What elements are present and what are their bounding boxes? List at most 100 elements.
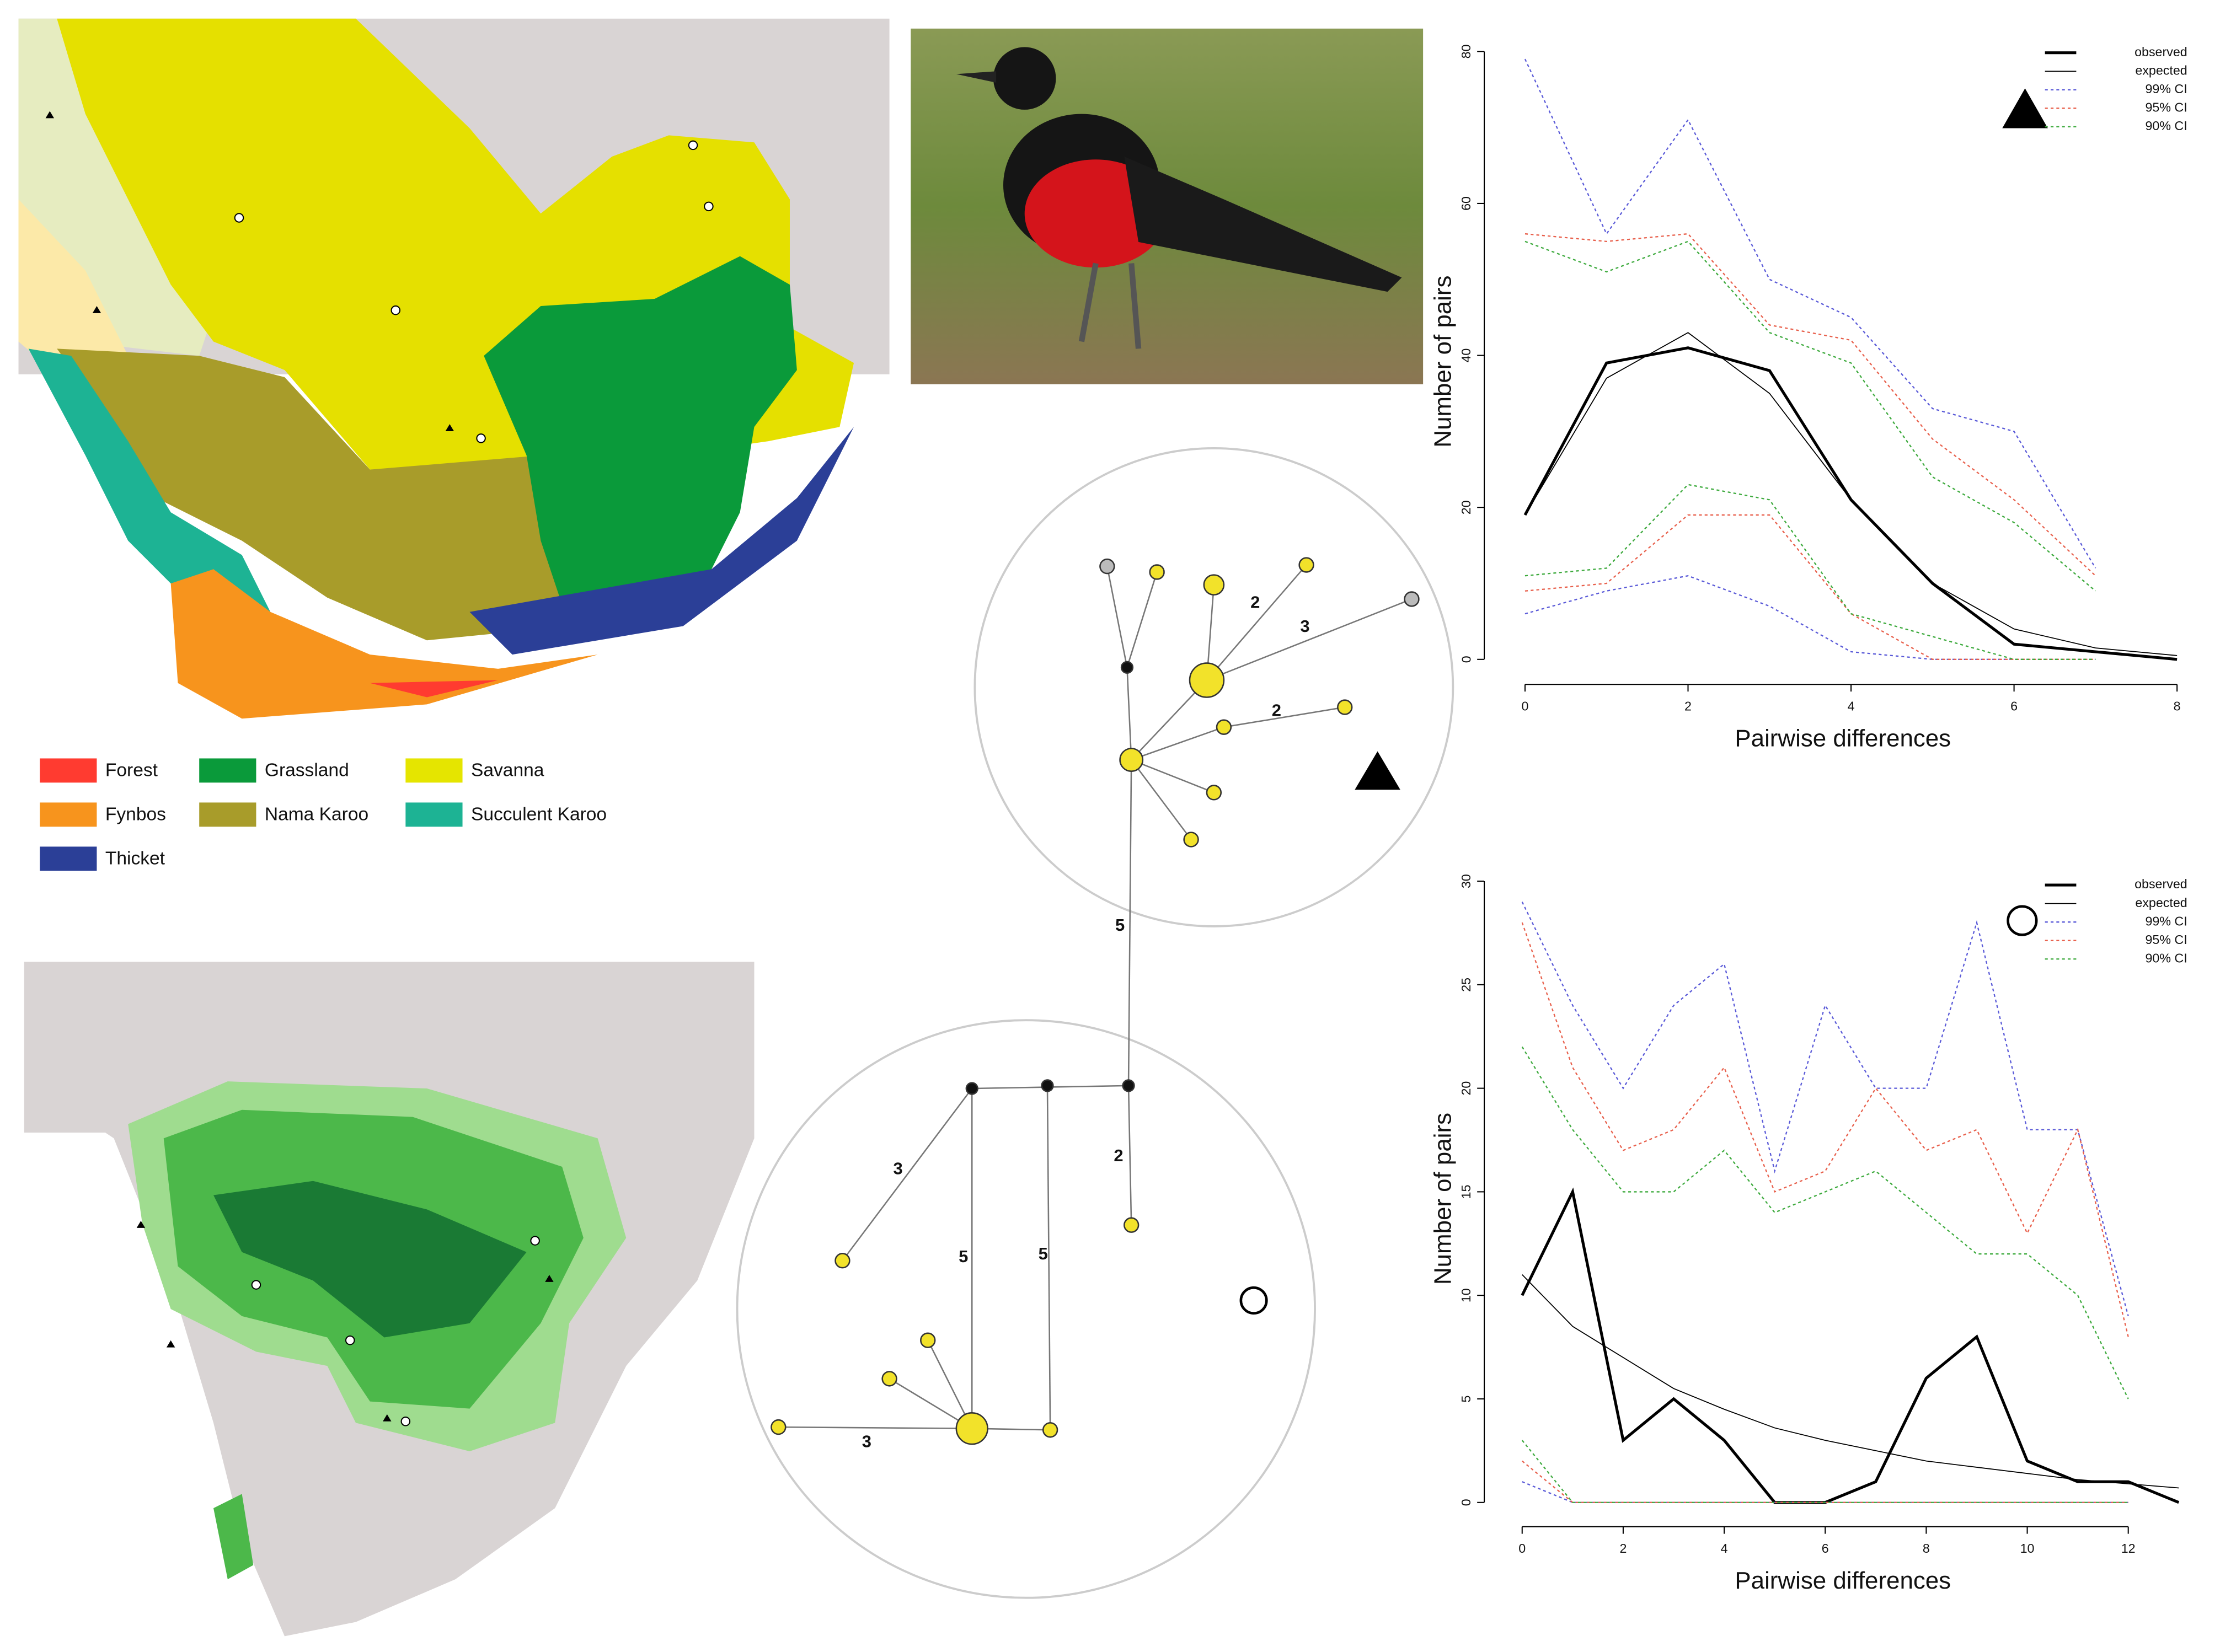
legend-label: 90% CI (2146, 951, 2187, 965)
network-nodes (771, 557, 1420, 1445)
node (1099, 558, 1115, 575)
x-axis-label: Pairwise differences (1735, 725, 1951, 752)
legend-label: observed (2135, 877, 2187, 891)
edge (1106, 566, 1128, 668)
node (881, 1371, 897, 1387)
node (1189, 662, 1225, 698)
edge (1206, 598, 1412, 681)
legend-label: 95% CI (2146, 932, 2187, 947)
sample-site (251, 1236, 540, 1426)
series-line (1524, 240, 2096, 592)
node (1183, 832, 1199, 848)
legend-label: Forest (105, 760, 158, 781)
edge (1131, 759, 1192, 840)
y-tick-label: 20 (1459, 500, 1473, 514)
y-tick-label: 40 (1459, 348, 1473, 363)
legend-label: 99% CI (2146, 914, 2187, 928)
series-line (1521, 922, 2129, 1337)
edge (1206, 564, 1307, 681)
node (1404, 591, 1420, 607)
series-line (1523, 346, 2178, 661)
legend-label: Grassland (265, 760, 349, 781)
y-tick-label: 10 (1459, 1288, 1473, 1302)
legend-swatch (405, 758, 463, 783)
legend-label: Savanna (471, 760, 544, 781)
node (834, 1253, 850, 1269)
series-line (1522, 1481, 2128, 1503)
node (771, 1419, 787, 1435)
edge (1131, 679, 1207, 760)
node (1124, 1217, 1140, 1233)
edge (1131, 759, 1215, 793)
series-line (1521, 902, 2129, 1317)
edge-label: 5 (1115, 915, 1125, 935)
series-line (1524, 514, 2096, 660)
group-symbol (1239, 1286, 1268, 1315)
series-line (1521, 1187, 2180, 1504)
bird-head (993, 47, 1056, 110)
y-tick-label: 25 (1459, 978, 1473, 992)
series-line (1524, 233, 2096, 577)
legend-label: Nama Karoo (265, 804, 368, 825)
legend-label: Thicket (105, 848, 165, 868)
y-tick-label: 15 (1459, 1184, 1473, 1199)
edge (1127, 1085, 1132, 1225)
edge-label: 2 (1272, 700, 1281, 720)
x-tick-label: 4 (1721, 1541, 1728, 1556)
biome-map (18, 18, 890, 719)
edge (1223, 706, 1345, 728)
y-tick-label: 20 (1459, 1081, 1473, 1096)
series-line (1524, 484, 2096, 660)
region (370, 680, 499, 698)
bird-legs (1078, 262, 1142, 349)
x-tick-label: 6 (2010, 699, 2018, 714)
legend-label: Succulent Karoo (471, 804, 607, 825)
x-tick-label: 2 (1619, 1541, 1627, 1556)
habitat (213, 1494, 254, 1580)
edge (1126, 667, 1132, 760)
node (1337, 699, 1353, 715)
node (1041, 1079, 1054, 1092)
bird-beak (956, 71, 997, 83)
edge (842, 1088, 973, 1262)
legend-label: 99% CI (2146, 82, 2187, 96)
node (1119, 748, 1144, 772)
legend-label: observed (2135, 45, 2187, 59)
region (57, 348, 570, 641)
edge (1127, 760, 1132, 1086)
y-axis-label: Number of pairs (1429, 276, 1456, 448)
x-tick-label: 12 (2121, 1541, 2136, 1556)
edge (1131, 726, 1224, 761)
legend-swatch (199, 802, 256, 827)
bird-photo (911, 28, 1424, 384)
region (28, 348, 271, 626)
region (18, 199, 143, 399)
habitat-map (24, 962, 755, 1637)
sample-site (234, 140, 714, 443)
x-tick-label: 6 (1822, 1541, 1829, 1556)
edge-label: 3 (862, 1432, 871, 1451)
node (1298, 557, 1314, 573)
x-tick-label: 0 (1518, 1541, 1526, 1556)
legend-swatch (40, 846, 97, 871)
node (1203, 574, 1225, 596)
group-symbol (2007, 905, 2038, 936)
legend-label: expected (2135, 895, 2187, 910)
edge (1046, 1085, 1051, 1430)
network-edges (778, 564, 1412, 1431)
network-group (973, 447, 1454, 927)
edge (1126, 572, 1158, 668)
y-tick-label: 80 (1459, 44, 1473, 58)
legend-swatch (40, 802, 97, 827)
node (920, 1332, 936, 1348)
edge-label: 2 (1250, 592, 1260, 612)
bird-tail (1124, 157, 1402, 292)
series-line (1522, 1460, 2128, 1503)
x-tick-label: 10 (2020, 1541, 2035, 1556)
x-tick-label: 0 (1521, 699, 1528, 714)
series-line (1521, 1046, 2129, 1399)
edge-label: 3 (893, 1158, 902, 1178)
x-tick-label: 2 (1684, 699, 1692, 714)
